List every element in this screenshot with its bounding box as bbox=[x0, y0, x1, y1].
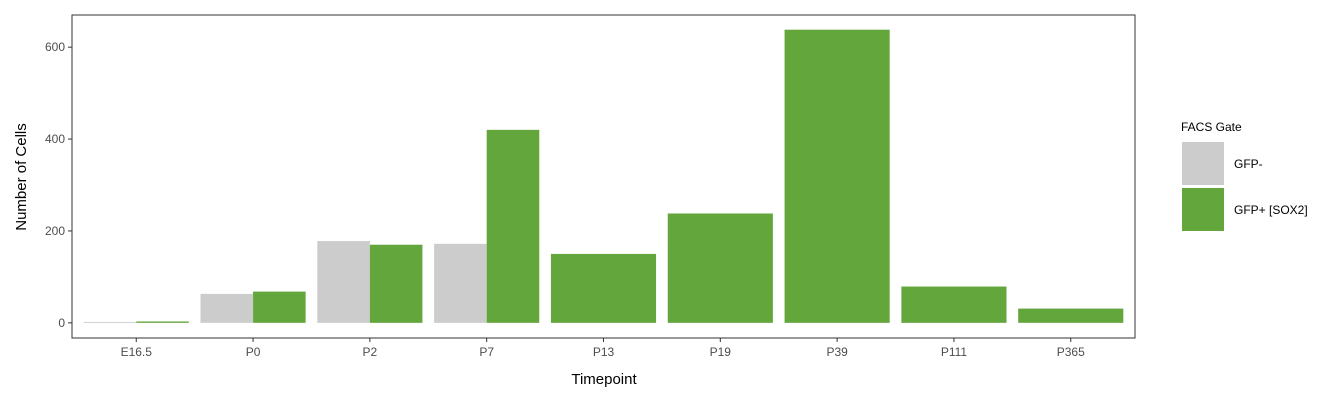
x-tick-label: P19 bbox=[710, 345, 732, 359]
x-tick-label: E16.5 bbox=[121, 345, 153, 359]
bar-gfp-neg-p0 bbox=[200, 293, 254, 323]
x-tick-label: P39 bbox=[826, 345, 848, 359]
x-tick-label: P0 bbox=[246, 345, 261, 359]
bar-gfp-neg-e16-5 bbox=[83, 321, 137, 323]
legend-title: FACS Gate bbox=[1181, 120, 1242, 134]
bar-gfp-pos-e16-5 bbox=[136, 321, 189, 323]
x-tick-label: P365 bbox=[1057, 345, 1085, 359]
bar-gfp-pos-p13 bbox=[550, 253, 657, 323]
bar-gfp-neg-p7 bbox=[434, 243, 487, 323]
y-tick-label: 600 bbox=[45, 40, 65, 54]
y-tick-label: 400 bbox=[45, 132, 65, 146]
bar-gfp-pos-p2 bbox=[369, 244, 423, 323]
y-tick-label: 0 bbox=[58, 316, 65, 330]
bars-layer bbox=[83, 29, 1124, 323]
x-tick-label: P111 bbox=[941, 345, 968, 359]
legend-key-gfp-pos bbox=[1182, 188, 1224, 231]
legend-label-gfp-neg: GFP- bbox=[1234, 157, 1263, 171]
y-axis-title: Number of Cells bbox=[13, 123, 30, 231]
y-tick-label: 200 bbox=[45, 224, 65, 238]
bar-gfp-pos-p0 bbox=[253, 291, 306, 323]
y-axis: 0 200 400 600 bbox=[45, 40, 72, 330]
legend-key-gfp-neg bbox=[1182, 142, 1224, 185]
x-tick-label: P13 bbox=[593, 345, 615, 359]
bar-gfp-pos-p19 bbox=[667, 213, 773, 323]
legend: FACS Gate GFP- GFP+ [SOX2] bbox=[1181, 120, 1308, 231]
legend-label-gfp-pos: GFP+ [SOX2] bbox=[1234, 203, 1308, 217]
bar-gfp-pos-p39 bbox=[784, 29, 890, 323]
x-tick-label: P7 bbox=[479, 345, 494, 359]
x-axis: E16.5 P0 P2 P7 P13 P19 P39 P111 P365 bbox=[121, 338, 1085, 359]
bar-gfp-neg-p2 bbox=[317, 241, 370, 323]
bar-gfp-pos-p111 bbox=[901, 286, 1007, 323]
bar-gfp-pos-p7 bbox=[486, 129, 540, 323]
x-tick-label: P2 bbox=[363, 345, 378, 359]
bar-gfp-pos-p365 bbox=[1018, 308, 1124, 323]
x-axis-title: Timepoint bbox=[571, 371, 637, 388]
